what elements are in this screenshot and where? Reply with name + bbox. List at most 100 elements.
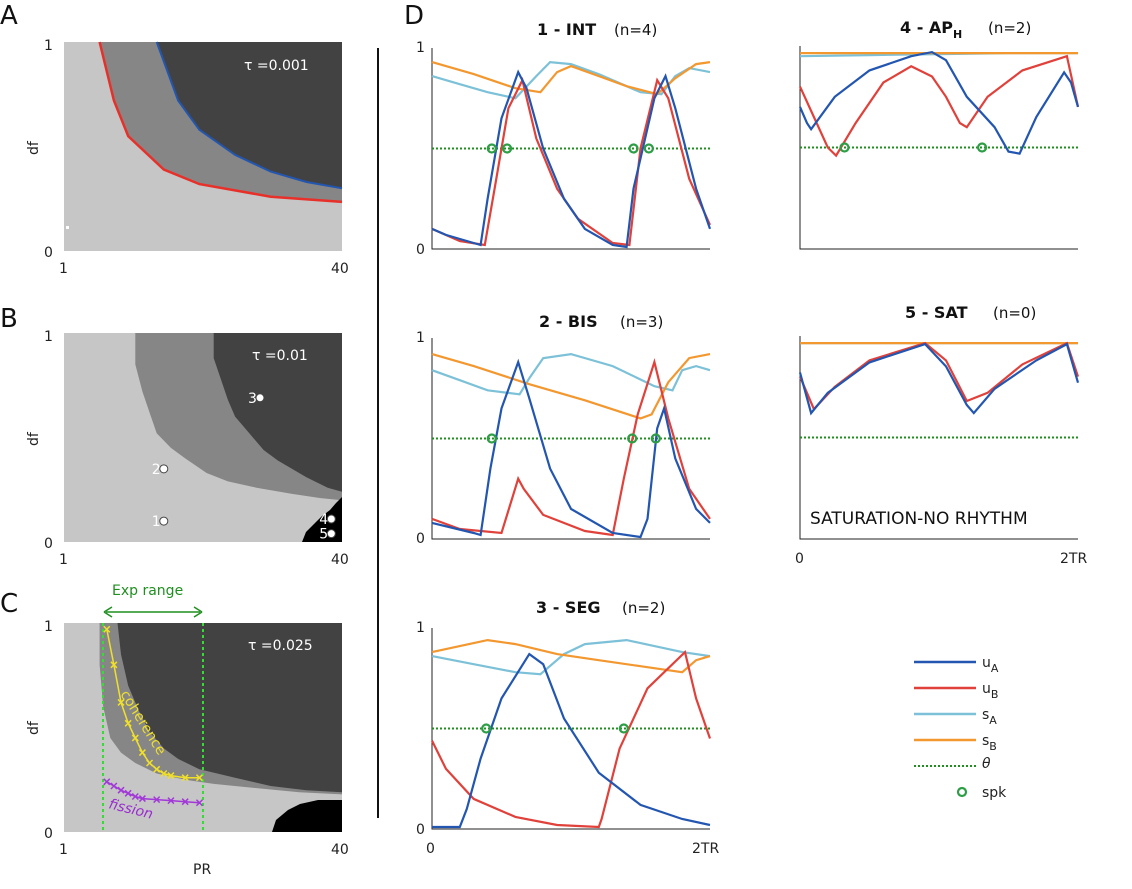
panel-label-b: B — [0, 304, 18, 334]
point-label-4: 4 — [319, 512, 328, 528]
y-tick-0: 0 — [44, 826, 53, 842]
point-label-3: 3 — [248, 391, 257, 407]
spike-marker — [650, 433, 661, 444]
point-4 — [326, 514, 336, 524]
panel-d3-seg: 3 - SEG (n=2) 1 0 0 2TR — [416, 598, 719, 857]
x-tick-1: 1 — [59, 261, 68, 277]
point-2 — [159, 464, 169, 474]
x-tick-2tr: 2TR — [1060, 551, 1087, 567]
panel-label-d: D — [404, 1, 424, 31]
fission-marker — [131, 792, 139, 801]
coherence-marker — [103, 625, 111, 633]
plot-title: 5 - SAT — [905, 303, 968, 322]
spike-marker — [627, 433, 638, 444]
spike-marker — [643, 143, 654, 154]
axes — [431, 48, 710, 250]
axes — [431, 628, 710, 830]
boundary-red-line — [98, 41, 343, 204]
axes — [431, 338, 710, 540]
region-dark — [156, 42, 342, 189]
region-dark — [213, 333, 342, 492]
y-tick-1: 1 — [416, 40, 425, 56]
point-label-2: 2 — [152, 462, 161, 478]
spike-marker — [486, 143, 497, 154]
x-axis-label: PR — [193, 862, 211, 878]
legend-swatch-spk — [956, 786, 968, 798]
legend: uA uB sA sB θ spk — [914, 655, 1007, 801]
fission-marker — [103, 778, 111, 786]
plot-count: (n=0) — [993, 304, 1036, 322]
spike-marker — [481, 723, 492, 734]
x-tick-0: 0 — [795, 551, 804, 567]
region-black — [272, 800, 342, 832]
panel-d5-sat: 5 - SAT (n=0) SATURATION-NO RHYTHM 0 2TR — [795, 303, 1087, 567]
trace-s-b — [431, 61, 711, 96]
spike-marker — [501, 143, 513, 154]
panel-b-heatmap: τ =0.01 1 2 3 45 1 0 1 40 df — [26, 329, 349, 568]
coherence-marker — [195, 774, 203, 782]
y-tick-0: 0 — [44, 245, 53, 261]
point-5 — [326, 529, 336, 539]
plot-title: 2 - BIS — [539, 312, 598, 331]
trace-u-b — [431, 76, 712, 247]
coherence-marker — [146, 759, 154, 767]
coherence-marker — [138, 749, 146, 757]
point-1 — [159, 516, 169, 526]
tau-annotation: τ =0.025 — [248, 638, 313, 654]
y-axis-label: df — [26, 431, 42, 446]
coherence-marker — [124, 719, 132, 727]
y-tick-1: 1 — [416, 620, 425, 636]
x-tick-0: 0 — [426, 841, 435, 857]
coherence-marker — [181, 774, 189, 782]
fission-marker — [181, 798, 189, 806]
plot-count: (n=2) — [622, 599, 665, 617]
trace-u-a — [798, 342, 1080, 416]
tau-annotation: τ =0.01 — [252, 348, 308, 364]
trace-s-b — [431, 353, 711, 420]
axes — [799, 46, 1078, 250]
y-tick-1: 1 — [44, 38, 53, 54]
fission-line — [106, 781, 200, 804]
fission-marker — [110, 782, 118, 790]
y-axis-label: df — [26, 720, 42, 735]
point-label-5: 5 — [319, 527, 328, 543]
trace-u-b — [798, 341, 1080, 412]
boundary-series — [103, 625, 203, 807]
trace-u-b — [431, 649, 712, 829]
y-tick-1: 1 — [44, 619, 53, 635]
spike-marker — [976, 142, 988, 153]
y-tick-0: 0 — [44, 536, 53, 552]
x-tick-2tr: 2TR — [692, 841, 719, 857]
spike-marker — [628, 143, 639, 154]
panel-a-heatmap: τ =0.001 1 0 1 40 df — [26, 38, 349, 277]
plot-title: 4 - APH — [900, 18, 962, 41]
trace-u-a — [432, 652, 711, 829]
plot-title: 3 - SEG — [536, 598, 601, 617]
plot-title-main: 4 - AP — [900, 18, 953, 37]
fission-marker — [153, 796, 161, 804]
exp-range-arrowheads — [103, 606, 203, 618]
trace-u-a — [798, 50, 1080, 155]
region-light-edge — [64, 623, 100, 832]
fission-marker — [167, 797, 175, 805]
legend-label-u-a: uA — [982, 655, 999, 675]
spike-marker — [618, 723, 629, 734]
plot-count: (n=3) — [620, 313, 663, 331]
trace-s-a — [431, 352, 711, 396]
fission-marker — [124, 789, 132, 797]
panel-d4-aph: 4 - APH (n=2) — [798, 18, 1080, 250]
y-tick-0: 0 — [416, 242, 425, 258]
trace-u-b — [798, 54, 1080, 158]
plot-title-sub: H — [953, 28, 962, 41]
parameter-points: 1 2 3 45 — [152, 391, 336, 543]
point-label-1: 1 — [152, 514, 161, 530]
saturation-annotation: SATURATION-NO RHYTHM — [810, 509, 1028, 529]
trace-u-a — [431, 358, 711, 539]
panel-label-a: A — [0, 1, 18, 31]
spike-marker — [486, 433, 497, 444]
panel-d1-int: 1 - INT (n=4) 1 0 — [416, 20, 712, 258]
coherence-marker — [160, 769, 168, 778]
trace-u-a — [431, 69, 712, 249]
fission-marker — [138, 795, 146, 803]
